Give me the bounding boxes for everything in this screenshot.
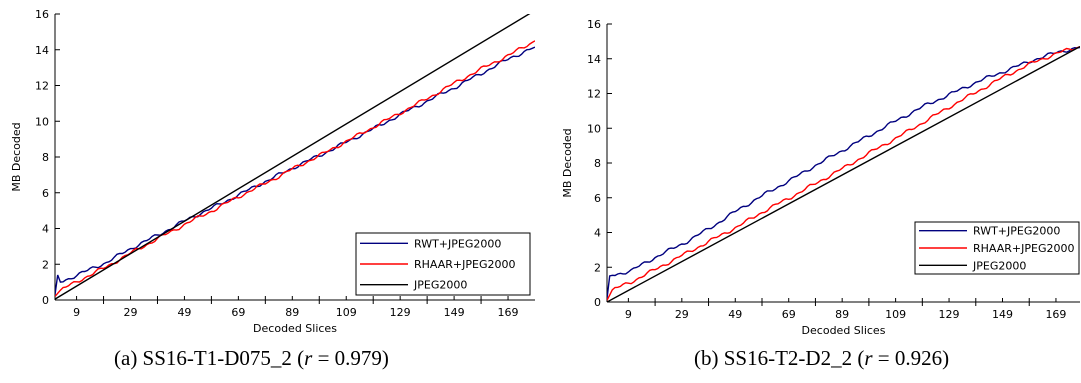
legend-label-a-1: RHAAR+JPEG2000 — [414, 258, 515, 271]
caption-a: (a) SS16-T1-D075_2 (r = 0.979) — [114, 346, 389, 371]
x-tick-label-a: 169 — [498, 306, 519, 319]
legend-label-b-0: RWT+JPEG2000 — [973, 225, 1060, 238]
y-tick-label-a: 12 — [35, 80, 49, 93]
legend-b: RWT+JPEG2000 RHAAR+JPEG2000 JPEG2000 — [914, 221, 1080, 275]
x-tick-label-b: 49 — [728, 308, 742, 321]
y-tick-label-b: 0 — [594, 296, 601, 309]
x-tick-label-b: 69 — [782, 308, 796, 321]
x-tick-label-a: 69 — [231, 306, 245, 319]
legend-label-b-1: RHAAR+JPEG2000 — [973, 242, 1074, 255]
y-tick-label-b: 14 — [587, 53, 601, 66]
y-tick-label-a: 6 — [42, 187, 49, 200]
x-tick-label-a: 89 — [285, 306, 299, 319]
y-tick-label-a: 0 — [42, 294, 49, 307]
x-tick-label-a: 109 — [336, 306, 357, 319]
y-tick-label-a: 2 — [42, 258, 49, 271]
y-tick-label-b: 6 — [594, 192, 601, 205]
y-tick-label-a: 14 — [35, 44, 49, 57]
x-tick-label-b: 149 — [992, 308, 1013, 321]
y-tick-label-b: 2 — [594, 261, 601, 274]
x-tick-label-a: 49 — [177, 306, 191, 319]
y-tick-label-b: 8 — [594, 157, 601, 170]
legend-label-b-2: JPEG2000 — [972, 259, 1026, 272]
x-tick-label-a: 129 — [390, 306, 411, 319]
y-tick-label-b: 12 — [587, 88, 601, 101]
caption-b-suffix: = 0.926) — [872, 346, 950, 370]
x-tick-label-a: 9 — [73, 306, 80, 319]
caption-a-prefix: (a) SS16-T1-D075_2 ( — [114, 346, 305, 370]
caption-a-variable: r — [304, 346, 313, 370]
x-axis-label-b: Decoded Slices — [802, 324, 886, 337]
legend-a: RWT+JPEG2000 RHAAR+JPEG2000 JPEG2000 — [355, 232, 531, 296]
x-tick-label-a: 149 — [444, 306, 465, 319]
x-tick-label-b: 109 — [885, 308, 906, 321]
caption-b-prefix: (b) SS16-T2-D2_2 ( — [694, 346, 865, 370]
series-line-a-1 — [55, 40, 535, 297]
series-line-a-2 — [55, 14, 531, 300]
caption-b: (b) SS16-T2-D2_2 (r = 0.926) — [694, 346, 949, 371]
series-line-b-2 — [607, 45, 1080, 302]
y-tick-label-b: 4 — [594, 227, 601, 240]
series-line-b-1 — [607, 45, 1080, 301]
y-tick-label-a: 16 — [35, 8, 49, 21]
legend-label-a-0: RWT+JPEG2000 — [414, 237, 501, 250]
y-axis-label-a: MB Decoded — [10, 122, 23, 191]
y-axis-label-b: MB Decoded — [561, 128, 574, 197]
series-line-b-0 — [607, 46, 1080, 299]
y-tick-label-a: 4 — [42, 223, 49, 236]
series-line-a-0 — [55, 46, 535, 295]
x-tick-label-b: 169 — [1045, 308, 1066, 321]
caption-a-suffix: = 0.979) — [312, 346, 389, 370]
legend-label-a-2: JPEG2000 — [413, 279, 467, 292]
x-tick-label-a: 29 — [124, 306, 138, 319]
y-tick-label-b: 16 — [587, 18, 601, 31]
x-axis-label-a: Decoded Slices — [253, 322, 337, 335]
caption-b-variable: r — [864, 346, 873, 370]
x-tick-label-b: 89 — [835, 308, 849, 321]
x-tick-label-b: 129 — [939, 308, 960, 321]
x-tick-label-b: 9 — [625, 308, 632, 321]
y-tick-label-a: 8 — [42, 151, 49, 164]
x-tick-label-b: 29 — [675, 308, 689, 321]
y-tick-label-b: 10 — [587, 122, 601, 135]
y-tick-label-a: 10 — [35, 115, 49, 128]
